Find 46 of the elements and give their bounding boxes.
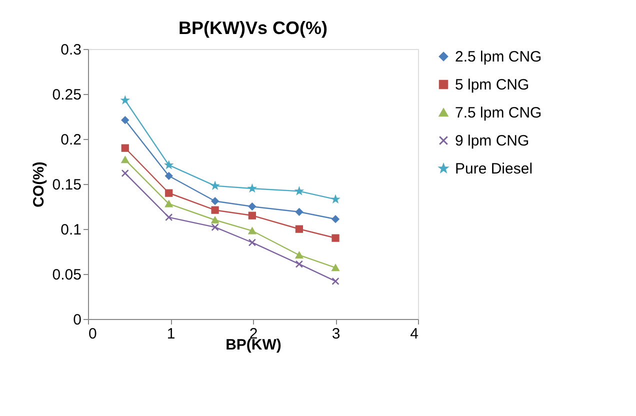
point (295, 260, 304, 268)
legend-label: 5 lpm CNG (455, 76, 530, 94)
legend-label: 9 lpm CNG (455, 132, 530, 150)
y-tick-label: 0.25 (52, 86, 82, 104)
point (332, 195, 340, 203)
point (165, 172, 173, 180)
legend-label: 7.5 lpm CNG (455, 104, 542, 122)
point (165, 213, 173, 222)
point (295, 252, 304, 258)
point (332, 277, 340, 286)
legend-label: 2.5 lpm CNG (455, 48, 542, 66)
point (248, 212, 256, 220)
point (165, 189, 173, 197)
point (211, 206, 219, 214)
point (121, 96, 129, 104)
point (332, 215, 340, 223)
point (121, 169, 129, 178)
point (121, 156, 129, 164)
point (211, 216, 219, 224)
point (248, 202, 256, 210)
point (332, 234, 340, 242)
y-tick-label: 0.2 (60, 132, 82, 148)
y-tick-label: 0.3 (60, 42, 82, 58)
x-tick-label: 4 (410, 326, 418, 342)
point (211, 223, 219, 232)
point (248, 238, 256, 246)
point (295, 208, 304, 216)
point (121, 116, 129, 124)
point (121, 144, 129, 152)
y-tick-label: 0.05 (52, 266, 82, 284)
y-axis-title: CO(%) (30, 162, 48, 208)
y-tick-label: 0 (73, 312, 82, 328)
point (248, 227, 256, 234)
x-tick-label: 3 (332, 326, 340, 342)
point (211, 182, 219, 190)
legend-label: Pure Diesel (455, 160, 533, 178)
y-tick-label: 0.1 (60, 222, 82, 238)
point (332, 264, 340, 272)
point (295, 225, 304, 233)
x-tick-label: 0 (88, 326, 97, 342)
y-tick-label: 0.15 (52, 176, 82, 194)
point (165, 161, 173, 168)
chart-title: BP(KW)Vs CO(%) (178, 18, 328, 38)
x-tick-label: 1 (166, 326, 176, 342)
point (211, 197, 219, 205)
point (165, 200, 173, 208)
